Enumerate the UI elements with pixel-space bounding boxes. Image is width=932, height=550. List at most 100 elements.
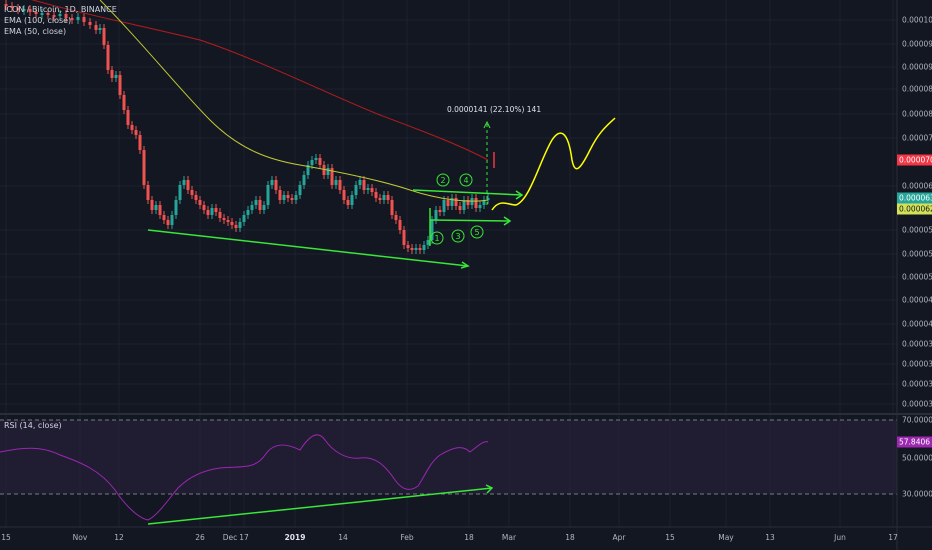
wave-circle [436,173,450,187]
candle-body [10,6,14,8]
price-tick-label: 0.0000330 [902,379,932,389]
candle-body [210,208,214,215]
time-tick-label: Nov [72,533,88,542]
candle-body [442,200,446,212]
candle-body [46,13,50,15]
candle-body [174,200,178,215]
candle-body [182,180,186,185]
price-tick-label: 0.0000540 [902,249,932,259]
rsi-line [0,434,489,521]
price-tick-label: 0.0000580 [902,225,932,235]
candle-body [70,18,74,20]
chart-legend[interactable]: ICON / Bitcoin, 1D, BINANCE EMA (100, cl… [4,4,117,37]
candle-body [28,9,32,12]
time-tick-label: 17 [888,533,898,542]
ema100-line [31,0,489,161]
ema100-legend[interactable]: EMA (100, close) [4,16,72,25]
rsi-tick-label: 50.0000 [902,453,932,463]
candle-body [402,230,406,245]
price-tick-label: 0.0000660 [902,181,932,191]
candle-body [142,150,146,185]
price-badge: 0.0000624 [897,203,932,215]
candle-body [370,188,374,192]
candle-body [150,200,154,210]
wave-circle [459,173,473,187]
price-tick-label: 0.0000302 [902,399,932,409]
price-badge: 0.0000704 [897,154,932,166]
candle-body [330,168,334,185]
candle-body [88,22,92,25]
symbol-title[interactable]: ICON / Bitcoin, 1D, BINANCE [4,5,117,14]
candle-body [34,12,38,14]
candle-body [226,220,230,222]
measure-label[interactable]: 0.0000141 (22.10%) 141 [447,105,542,114]
candle-body [474,198,478,208]
candle-body [378,198,382,200]
candle-body [414,248,418,250]
ema50-legend[interactable]: EMA (50, close) [4,27,67,36]
candle-body [430,220,434,240]
candle-body [462,200,466,210]
candle-body [314,158,318,160]
candle-body [198,200,202,205]
candle-body [438,210,442,212]
rsi-trendline [147,487,493,525]
candle-body [222,218,226,220]
price-badge: 0.0000637 [897,192,932,204]
candle-body [242,215,246,222]
channel-bottom-line [429,219,511,222]
time-tick-label: 15 [1,533,11,542]
candle-body [278,190,282,200]
candle-body [482,200,486,205]
time-tick-label: 13 [765,533,775,542]
candle-body [122,95,126,110]
candle-body [58,14,62,16]
candle-body [22,9,26,11]
candle-body [326,168,330,175]
channel-top-arrowhead [515,190,524,200]
candle-body [4,4,8,6]
price-tick-label: 0.0000800 [902,109,932,119]
candle-body [450,198,454,206]
time-tick-label: 14 [338,533,348,542]
candle-body [322,165,326,175]
candle-body [170,215,174,225]
candle-body [458,206,462,210]
price-tick-label: 0.0000950 [902,39,932,49]
candle-body [386,195,390,200]
candle-body [294,195,298,200]
wave-label: 3 [455,232,460,241]
time-tick-label: 18 [464,533,474,542]
time-tick-label: Mar [501,533,517,542]
candle-body [426,240,430,245]
time-tick-label: 18 [565,533,575,542]
time-tick-label: 17 [239,533,249,542]
candle-body [94,25,98,30]
price-tick-label: 0.0000850 [902,84,932,94]
projection-path [491,117,616,211]
candle-body [134,130,138,135]
candle-body [302,175,306,185]
rsi-legend[interactable]: RSI (14, close) [4,421,62,430]
candle-body [138,135,142,150]
price-tick-label: 0.0000390 [902,339,932,349]
candle-body [266,185,270,205]
candle-body [290,198,294,200]
candle-body [410,248,414,250]
candle-body [158,205,162,215]
candle-body [394,215,398,220]
time-tick-label: 26 [195,533,205,542]
price-tick-label: 0.0000460 [902,295,932,305]
time-tick-label: May [718,533,734,542]
candle-body [98,28,102,30]
candle-body [194,195,198,200]
candle-body [218,212,222,218]
candle-body [346,200,350,205]
time-tick-label: Jun [834,533,846,542]
ema50-line [99,0,489,202]
candle-body [206,210,210,215]
candle-body [398,220,402,230]
candle-body [254,200,258,205]
candle-body [338,180,342,190]
